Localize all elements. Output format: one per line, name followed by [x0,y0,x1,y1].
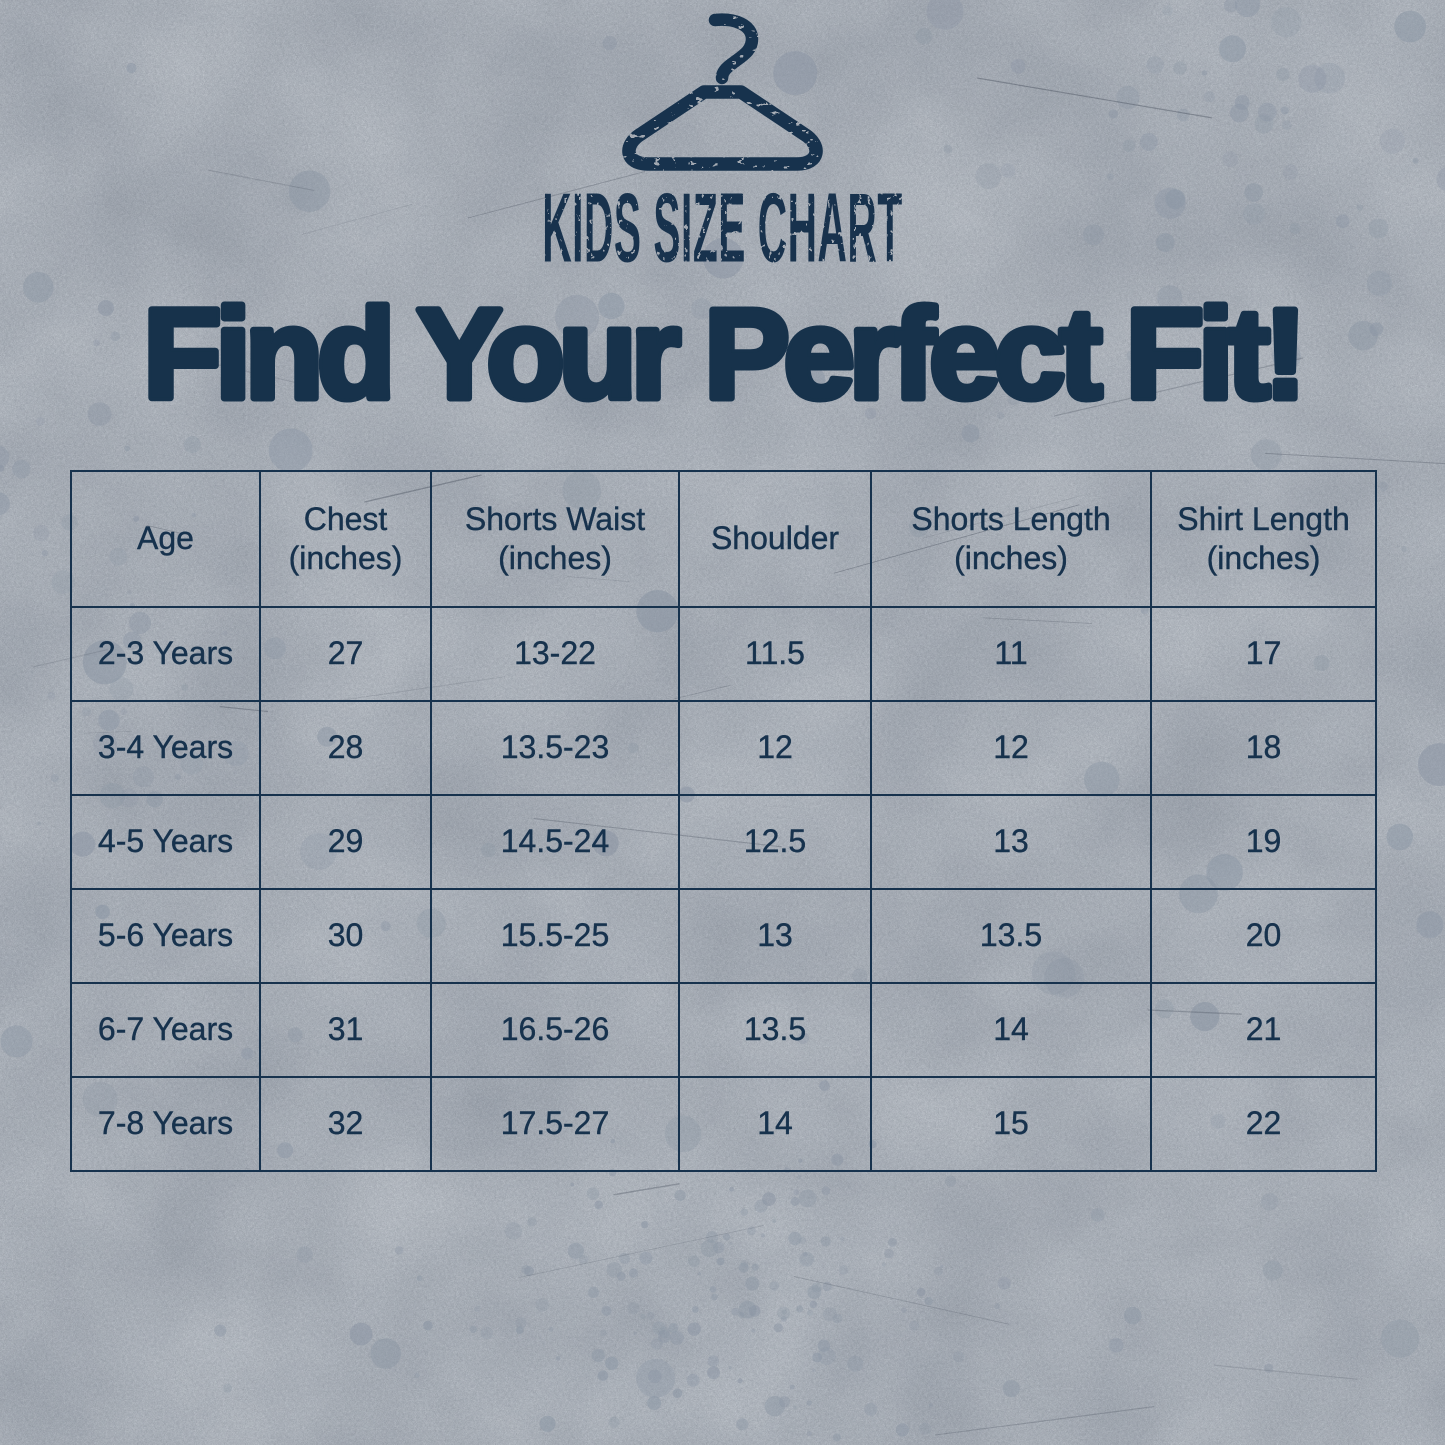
svg-text:Find Your Perfect Fit!: Find Your Perfect Fit! [143,290,1301,426]
